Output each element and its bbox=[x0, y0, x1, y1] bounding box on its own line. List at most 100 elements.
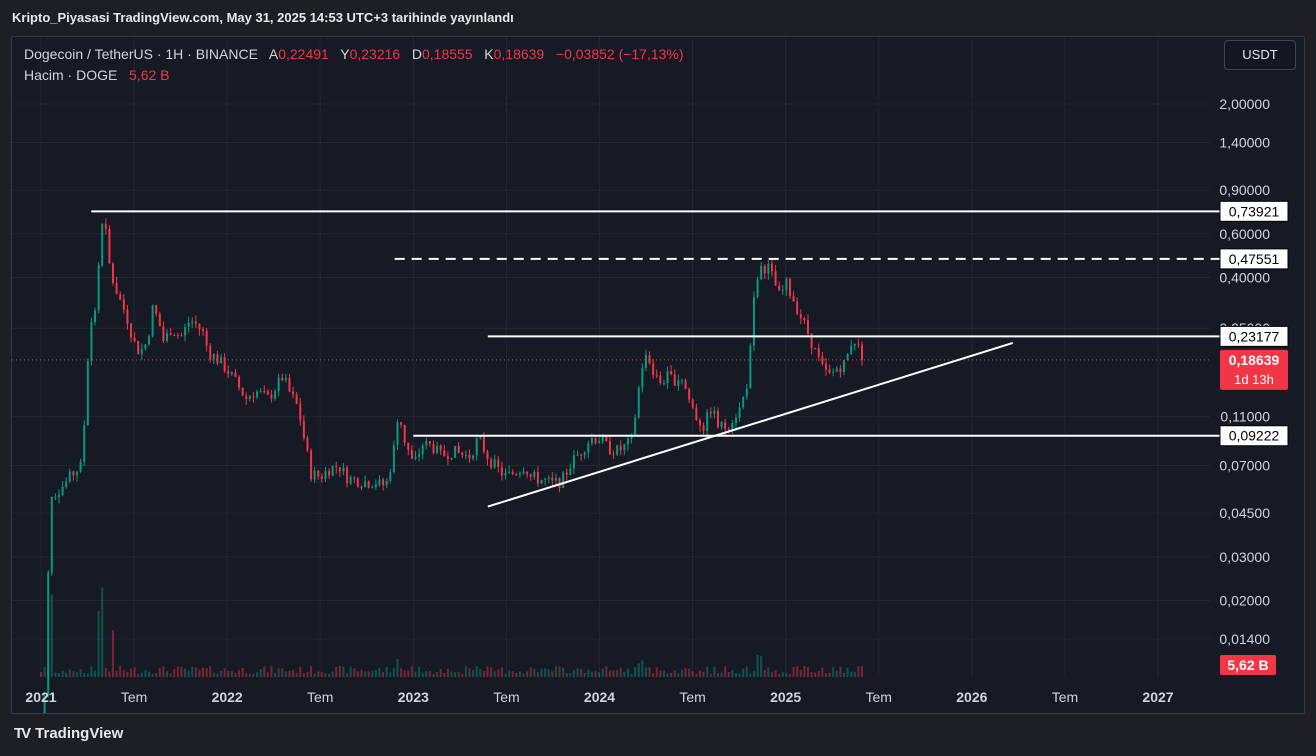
candle-body bbox=[86, 361, 89, 426]
legend-ohlc: Dogecoin / TetherUS · 1H · BINANCE A0,22… bbox=[24, 46, 684, 62]
candle-body bbox=[716, 410, 719, 428]
candle-body bbox=[313, 470, 316, 480]
volume-bar bbox=[468, 668, 471, 677]
candle-body bbox=[176, 335, 179, 337]
volume-bar bbox=[180, 666, 183, 677]
volume-bar bbox=[490, 667, 493, 677]
footer-brand[interactable]: TV TradingView bbox=[14, 725, 123, 742]
volume-bar bbox=[288, 670, 291, 677]
volume-bar bbox=[781, 672, 784, 677]
legend-high: 0,23216 bbox=[349, 46, 401, 62]
candle-body bbox=[536, 472, 539, 484]
volume-bar bbox=[529, 667, 532, 677]
currency-button[interactable]: USDT bbox=[1224, 40, 1296, 70]
candle-body bbox=[587, 443, 590, 453]
volume-bar bbox=[500, 667, 503, 677]
candle-body bbox=[79, 461, 82, 472]
volume-bar bbox=[698, 670, 701, 677]
candle-body bbox=[745, 388, 748, 397]
legend-high-label: Y bbox=[340, 46, 350, 62]
volume-bar bbox=[227, 670, 230, 677]
candle-body bbox=[356, 478, 359, 487]
x-tick-label: 2027 bbox=[1142, 689, 1173, 705]
volume-bar bbox=[684, 667, 687, 677]
candle-body bbox=[547, 477, 550, 479]
candle-body bbox=[860, 344, 863, 360]
legend-close: 0,18639 bbox=[493, 46, 545, 62]
volume-bar bbox=[191, 666, 194, 677]
candle-body bbox=[788, 278, 791, 296]
candle-body bbox=[335, 466, 338, 468]
candle-body bbox=[274, 391, 277, 399]
volume-bar bbox=[666, 673, 669, 677]
volume-bar bbox=[720, 672, 723, 677]
volume-bar bbox=[648, 667, 651, 677]
candle-body bbox=[270, 394, 273, 399]
volume-bar bbox=[266, 672, 269, 677]
volume-bar bbox=[184, 668, 187, 677]
candle-body bbox=[666, 371, 669, 384]
candle-body bbox=[256, 391, 259, 398]
candle-body bbox=[785, 278, 788, 290]
volume-bar bbox=[551, 670, 554, 677]
volume-bar bbox=[320, 672, 323, 677]
volume-bar bbox=[767, 667, 770, 677]
volume-bar bbox=[432, 673, 435, 677]
price-chart[interactable]: 2,000001,400000,900000,600000,400000,250… bbox=[12, 37, 1304, 713]
publication-header: Kripto_Piyasasi TradingView.com, May 31,… bbox=[12, 10, 514, 25]
y-tick-label: 0,03000 bbox=[1219, 549, 1270, 565]
volume-bar bbox=[371, 670, 374, 677]
candle-body bbox=[400, 422, 403, 425]
candle-body bbox=[634, 417, 637, 435]
volume-bar bbox=[212, 672, 215, 677]
volume-bar bbox=[439, 668, 442, 677]
candle-body bbox=[569, 468, 572, 475]
volume-bar bbox=[155, 673, 158, 677]
volume-bar bbox=[335, 667, 338, 677]
candle-body bbox=[382, 479, 385, 486]
volume-bar bbox=[65, 672, 68, 677]
candle-body bbox=[205, 330, 208, 346]
volume-bar bbox=[670, 673, 673, 677]
candle-body bbox=[648, 354, 651, 364]
volume-bar bbox=[652, 673, 655, 677]
volume-bar bbox=[817, 671, 820, 677]
candle-body bbox=[799, 313, 802, 319]
volume-bar bbox=[407, 670, 410, 677]
candle-body bbox=[403, 424, 406, 443]
candle-body bbox=[439, 445, 442, 451]
candle-body bbox=[486, 451, 489, 460]
volume-bar bbox=[655, 667, 658, 677]
candle-body bbox=[583, 452, 586, 456]
volume-bar bbox=[457, 671, 460, 677]
volume-bar bbox=[346, 673, 349, 677]
candle-body bbox=[482, 436, 485, 452]
volume-bar bbox=[198, 669, 201, 677]
candle-body bbox=[781, 289, 784, 291]
candle-body bbox=[324, 471, 327, 479]
volume-bar bbox=[860, 666, 863, 677]
volume-bar bbox=[824, 673, 827, 677]
volume-bar bbox=[299, 666, 302, 677]
candle-body bbox=[184, 326, 187, 336]
candle-body bbox=[526, 471, 529, 475]
volume-bar bbox=[749, 673, 752, 677]
candle-body bbox=[839, 368, 842, 373]
chart-area[interactable]: 2,000001,400000,900000,600000,400000,250… bbox=[11, 36, 1305, 714]
candle-body bbox=[148, 336, 151, 345]
volume-bar bbox=[702, 671, 705, 677]
candle-body bbox=[767, 263, 770, 274]
candle-body bbox=[806, 320, 809, 334]
volume-bar bbox=[356, 671, 359, 677]
volume-bar bbox=[414, 671, 417, 677]
candle-body bbox=[342, 467, 345, 472]
level-label-box bbox=[1219, 248, 1289, 270]
volume-bar bbox=[72, 671, 75, 677]
volume-bar bbox=[688, 668, 691, 677]
candle-body bbox=[104, 224, 107, 229]
volume-badge-label: 5,62 B bbox=[1227, 657, 1268, 673]
countdown-label: 1d 13h bbox=[1234, 372, 1274, 387]
candle-body bbox=[302, 420, 305, 438]
candle-body bbox=[518, 473, 521, 475]
volume-bar bbox=[778, 673, 781, 677]
